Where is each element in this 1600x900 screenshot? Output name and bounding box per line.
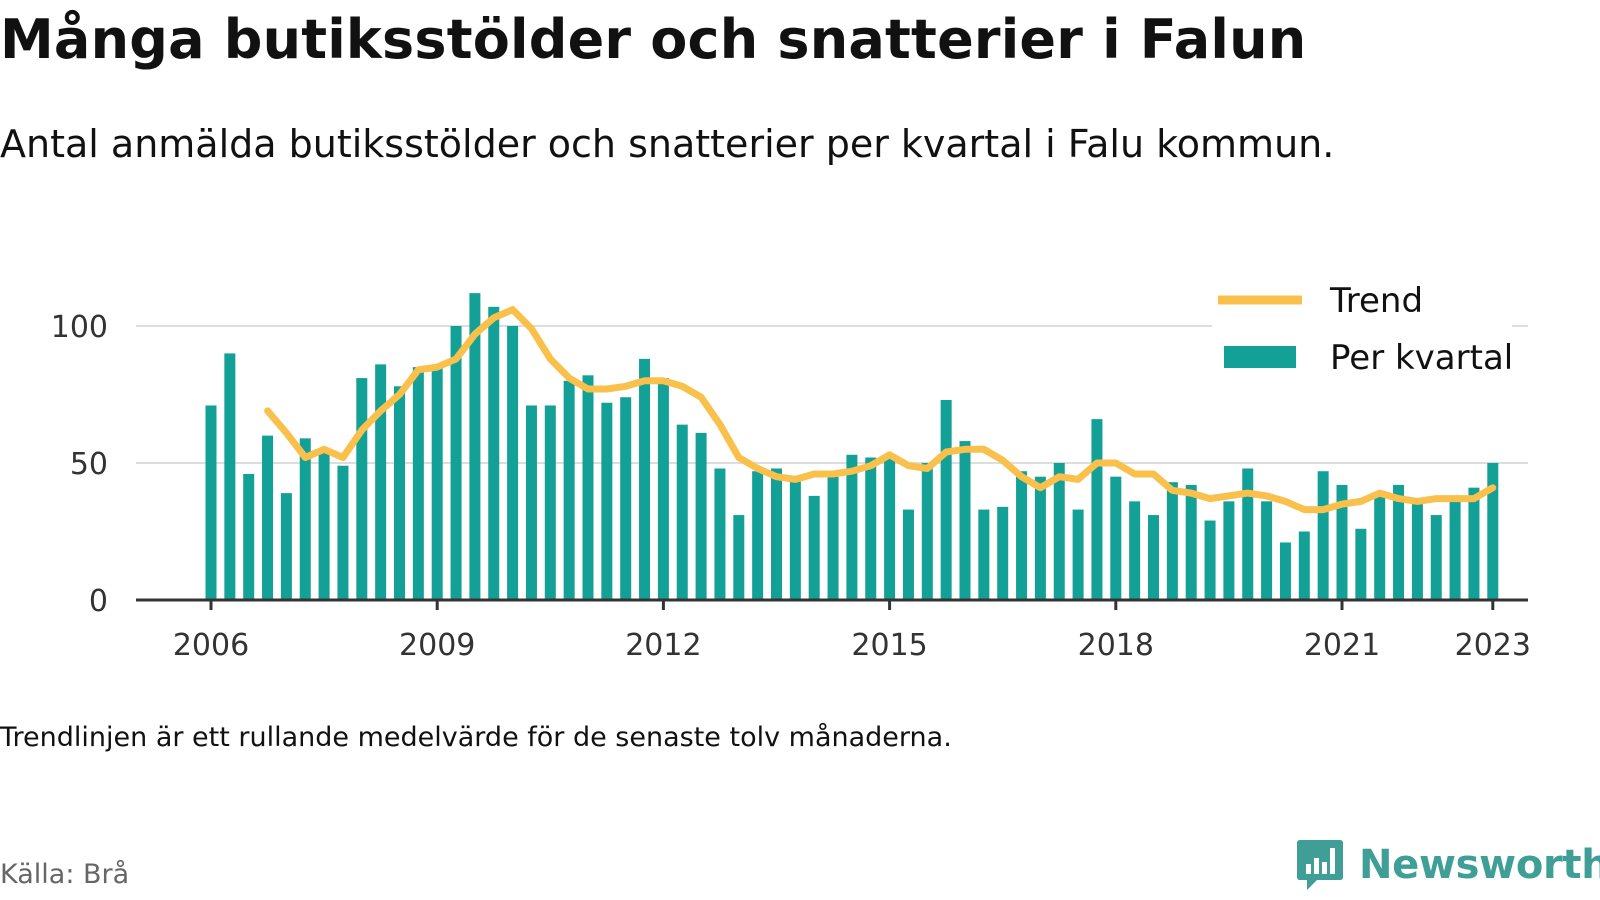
bar [1204, 520, 1216, 600]
bar [1411, 498, 1423, 600]
source-credit: Källa: Brå [0, 859, 130, 890]
bar [1449, 498, 1461, 600]
chart-subtitle: Antal anmälda butiksstölder och snatteri… [0, 122, 1335, 166]
bar [657, 378, 669, 600]
brand-name: Newsworthy [1359, 842, 1600, 888]
legend-bar-label: Per kvartal [1330, 338, 1513, 378]
bar [1430, 515, 1442, 600]
legend: Trend Per kvartal [1212, 263, 1513, 387]
bar [1148, 515, 1159, 600]
bar [620, 397, 632, 600]
legend-bar-swatch [1224, 346, 1296, 368]
chart-note: Trendlinjen är ett rullande medelvärde f… [0, 722, 952, 753]
bar [394, 386, 405, 600]
axes: 0 50 100 2006 2009 2012 2015 2018 2021 2023 [51, 310, 1531, 663]
x-tick-label: 2018 [1078, 628, 1154, 663]
bar [1336, 484, 1348, 600]
bar [1279, 542, 1291, 600]
bar [1034, 476, 1046, 600]
bar [1317, 471, 1329, 600]
bar [544, 405, 556, 600]
bar [865, 457, 877, 600]
bar [1166, 482, 1178, 600]
bar [1016, 471, 1028, 600]
bar [1110, 476, 1122, 600]
bar [1468, 487, 1480, 600]
bar [525, 405, 537, 600]
bar [356, 378, 368, 600]
bar [676, 424, 688, 600]
bar [1091, 419, 1103, 600]
bar [771, 468, 782, 600]
x-tick-label: 2012 [625, 628, 701, 663]
y-tick-label: 0 [89, 584, 108, 619]
bar [1487, 463, 1499, 600]
x-tick-label: 2009 [399, 628, 475, 663]
bar [337, 465, 349, 600]
newsworthy-logo-icon [1297, 840, 1343, 890]
bar [1129, 501, 1141, 600]
bar [582, 375, 594, 600]
line-series-trend [264, 306, 1497, 514]
bar [205, 405, 217, 600]
bar [714, 468, 726, 600]
bar [733, 515, 745, 600]
bar [752, 471, 764, 600]
bar [808, 495, 820, 600]
bar [884, 454, 896, 600]
bar [639, 358, 651, 600]
bar [1298, 531, 1310, 600]
bar [1355, 528, 1367, 600]
bar [262, 435, 274, 600]
bar [601, 402, 613, 600]
trend-line [264, 306, 1497, 514]
bar [1053, 463, 1065, 600]
y-tick-label: 100 [51, 310, 108, 345]
bar [1242, 468, 1254, 600]
x-tick-label: 2006 [173, 628, 249, 663]
newsworthy-brand: Newsworthy [1295, 838, 1600, 892]
legend-trend-label: Trend [1329, 281, 1423, 321]
chart-canvas: 0 50 100 2006 2009 2012 2015 2018 2021 2023 Trend… [50, 263, 1531, 663]
x-tick-label: 2023 [1455, 628, 1531, 663]
bar-series-per-kvartal [205, 293, 1499, 600]
bar [921, 463, 933, 600]
bar [789, 479, 801, 600]
bar [978, 509, 990, 600]
bar [375, 364, 387, 600]
bar [997, 506, 1009, 600]
bar [1261, 501, 1273, 600]
bar [224, 353, 236, 600]
bar [695, 432, 707, 600]
x-tick-label: 2021 [1304, 628, 1380, 663]
chart-title: Många butiksstölder och snatterier i Fal… [0, 8, 1307, 71]
bar [827, 471, 839, 600]
bar [563, 380, 575, 600]
bar [1072, 509, 1084, 600]
bar [1223, 501, 1235, 600]
bar [902, 509, 914, 600]
bar [959, 441, 971, 600]
bar [318, 452, 330, 600]
y-tick-label: 50 [70, 447, 108, 482]
bar [280, 493, 292, 600]
bar [507, 326, 519, 600]
bar [299, 438, 311, 600]
bar [243, 473, 255, 600]
bar [412, 367, 424, 600]
bar [431, 367, 443, 600]
bar [450, 326, 462, 600]
bar [488, 306, 500, 600]
bar [940, 399, 952, 600]
bar [469, 293, 481, 600]
bar [1393, 484, 1405, 600]
bar [1185, 484, 1197, 600]
x-tick-label: 2015 [851, 628, 927, 663]
bar [846, 454, 858, 600]
bar [1374, 495, 1386, 600]
